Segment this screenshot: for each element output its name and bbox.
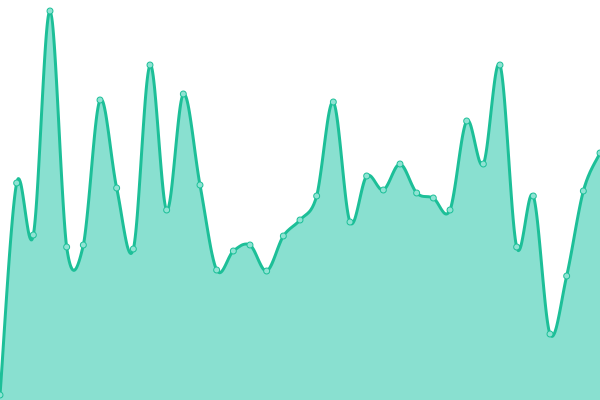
data-point-0 <box>0 391 4 399</box>
data-point-17 <box>279 232 287 240</box>
data-point-26 <box>429 194 437 202</box>
data-point-28 <box>463 117 471 125</box>
data-point-3 <box>46 7 54 15</box>
data-point-5 <box>79 241 87 249</box>
data-point-29 <box>479 160 487 168</box>
data-point-23 <box>379 186 387 194</box>
data-point-19 <box>313 192 321 200</box>
data-point-25 <box>413 189 421 197</box>
data-point-4 <box>63 243 71 251</box>
data-point-31 <box>513 243 521 251</box>
data-point-33 <box>546 330 554 338</box>
data-point-22 <box>363 172 371 180</box>
data-point-15 <box>246 241 254 249</box>
data-point-10 <box>163 206 171 214</box>
data-point-2 <box>29 231 37 239</box>
data-point-8 <box>129 245 137 253</box>
data-point-1 <box>13 179 21 187</box>
data-point-32 <box>529 192 537 200</box>
data-point-14 <box>229 247 237 255</box>
data-point-35 <box>579 187 587 195</box>
data-point-24 <box>396 160 404 168</box>
data-points <box>0 7 600 399</box>
data-point-13 <box>213 266 221 274</box>
data-point-11 <box>179 90 187 98</box>
data-point-36 <box>596 149 600 157</box>
data-point-27 <box>446 206 454 214</box>
data-point-18 <box>296 216 304 224</box>
data-point-12 <box>196 181 204 189</box>
data-point-7 <box>113 184 121 192</box>
data-point-16 <box>263 267 271 275</box>
data-point-34 <box>563 272 571 280</box>
data-point-30 <box>496 61 504 69</box>
data-point-6 <box>96 96 104 104</box>
data-point-20 <box>329 98 337 106</box>
area-fill <box>0 10 600 400</box>
data-point-9 <box>146 61 154 69</box>
data-point-21 <box>346 218 354 226</box>
series-line <box>0 9 600 396</box>
